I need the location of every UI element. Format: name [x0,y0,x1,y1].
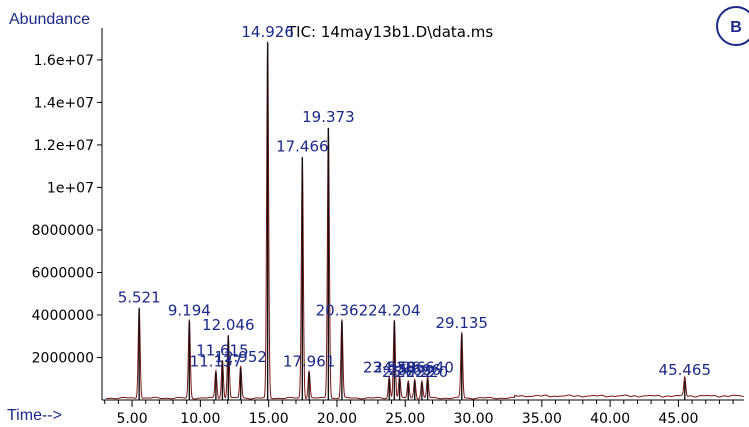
chart-title: TIC: 14may13b1.D\data.ms [286,23,493,41]
x-tick-label: 40.00 [590,411,630,427]
x-tick-label: 5.00 [116,411,147,427]
peak-label: 25.696 [388,361,441,379]
peak-label: 26.220 [396,363,449,381]
peak-label: 12.046 [202,316,255,334]
peak-label: 25.222 [382,363,435,381]
peak-label: 11.615 [196,342,249,360]
peak-label: 24.204 [368,301,421,319]
peak-label: 11.137 [190,352,243,370]
tic-trace-group [106,41,744,400]
x-tick-label: 20.00 [317,411,357,427]
x-tick-label: 45.00 [658,411,698,427]
x-axis-title: Time--> [7,407,62,424]
peak-label: 9.194 [168,301,211,319]
peak-label: 5.521 [118,289,161,307]
peak-label: 19.373 [302,108,355,126]
x-axis-ticks: 5.00 10.00 15.00 20.00 25.00 30.00 35.00 40.00 4… [104,400,734,427]
peak-label: 17.466 [276,138,329,156]
y-tick-label: 1.6e+07 [34,53,94,69]
y-tick-label: 1.4e+07 [34,95,94,111]
x-tick-label: 10.00 [180,411,220,427]
peak-label: 24.586 [373,359,426,377]
x-tick-label: 30.00 [453,411,493,427]
y-axis-title: Abundance [9,11,90,28]
peak-label: 23.829 [363,359,416,377]
x-tick-label: 25.00 [385,411,425,427]
peak-label: 29.135 [435,314,488,332]
peak-label: 45.465 [659,361,712,379]
panel-badge: B [716,6,749,46]
x-tick-label: 15.00 [249,411,289,427]
y-tick-label: 6000000 [32,265,94,281]
y-tick-label: 4000000 [32,308,94,324]
panel-badge-circle [716,6,749,46]
y-tick-label: 1.2e+07 [34,138,94,154]
y-tick-label: 1e+07 [47,180,94,196]
tic-trace-line [106,41,744,400]
panel-badge-letter: B [730,19,742,36]
peak-label: 14.926 [241,23,294,41]
peak-label: 12.952 [214,348,267,366]
y-axis-ticks: 2000000 4000000 6000000 8000000 1e+07 1.2e+07… [32,53,102,366]
peak-label: 26.640 [401,359,454,377]
y-tick-label: 8000000 [32,223,94,239]
peak-label: 20.362 [316,301,369,319]
peak-label: 17.961 [283,352,336,370]
y-tick-label: 2000000 [32,350,94,366]
x-tick-label: 35.00 [522,411,562,427]
